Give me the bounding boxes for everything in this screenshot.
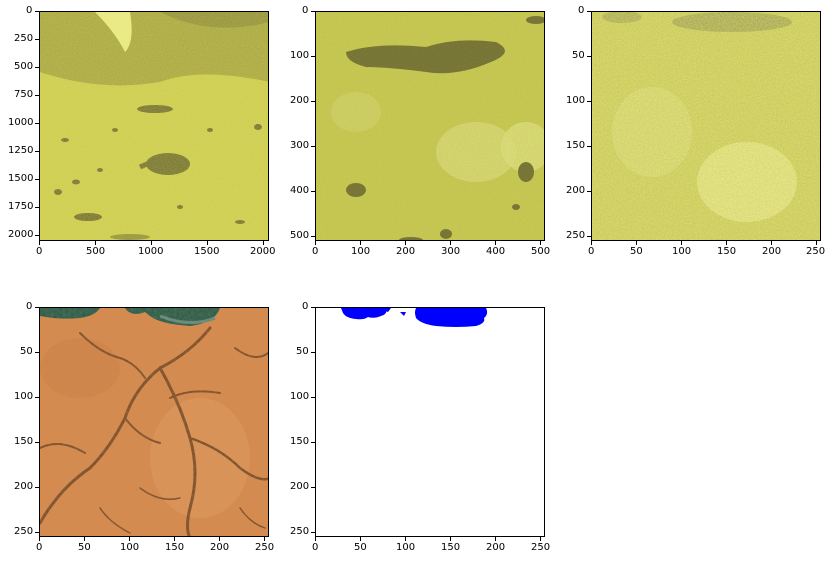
x-tick: 100: [672, 246, 692, 257]
y-tick: 250: [566, 230, 586, 241]
x-tick: 0: [36, 542, 43, 553]
y-tick: 150: [14, 436, 34, 447]
x-tick: 500: [86, 246, 106, 257]
x-tick: 1000: [138, 246, 164, 257]
y-tick: 250: [290, 526, 310, 537]
image-frame: [315, 307, 545, 537]
y-tick: 50: [572, 50, 585, 61]
x-tick: 400: [486, 246, 506, 257]
y-tick: 300: [290, 140, 310, 151]
y-tick: 2000: [8, 229, 34, 240]
y-tick: 100: [14, 391, 34, 402]
y-tick: 200: [290, 481, 310, 492]
x-tick: 250: [806, 246, 826, 257]
sar-image-2048: [40, 12, 268, 240]
y-tick: 400: [290, 185, 310, 196]
x-tick: 150: [441, 542, 461, 553]
y-tick: 50: [20, 346, 33, 357]
x-tick: 50: [78, 542, 91, 553]
y-tick: 500: [290, 230, 310, 241]
y-tick: 750: [14, 89, 34, 100]
x-tick: 2000: [250, 246, 276, 257]
x-tick: 300: [441, 246, 461, 257]
image-frame: [315, 11, 545, 241]
x-tick: 100: [396, 542, 416, 553]
x-tick: 250: [255, 542, 275, 553]
y-tick: 200: [290, 95, 310, 106]
image-frame: [39, 307, 269, 537]
y-tick: 500: [14, 61, 34, 72]
y-tick: 1750: [8, 201, 34, 212]
image-frame: [591, 11, 821, 241]
y-tick: 0: [302, 5, 309, 16]
x-tick: 500: [531, 246, 551, 257]
image-frame: [39, 11, 269, 241]
y-tick: 1000: [8, 117, 34, 128]
y-tick: 200: [14, 481, 34, 492]
y-tick: 150: [290, 436, 310, 447]
y-tick: 50: [296, 346, 309, 357]
x-tick: 50: [630, 246, 643, 257]
y-tick: 150: [566, 140, 586, 151]
sar-image-512: [316, 12, 544, 240]
y-tick: 100: [566, 95, 586, 106]
x-tick: 200: [396, 246, 416, 257]
y-tick: 0: [26, 5, 33, 16]
x-tick: 150: [717, 246, 737, 257]
x-tick: 150: [165, 542, 185, 553]
y-tick: 0: [578, 5, 585, 16]
y-tick: 1250: [8, 145, 34, 156]
x-tick: 100: [351, 246, 371, 257]
y-tick: 100: [290, 50, 310, 61]
x-tick: 200: [486, 542, 506, 553]
x-tick: 250: [531, 542, 551, 553]
x-tick: 200: [762, 246, 782, 257]
optical-image: [40, 308, 268, 536]
x-tick: 0: [312, 246, 319, 257]
x-tick: 0: [588, 246, 595, 257]
y-tick: 1500: [8, 173, 34, 184]
y-tick: 0: [26, 301, 33, 312]
x-tick: 1500: [194, 246, 220, 257]
x-tick: 0: [312, 542, 319, 553]
water-mask-image: [316, 308, 544, 536]
x-tick: 200: [210, 542, 230, 553]
y-tick: 100: [290, 391, 310, 402]
y-tick: 250: [14, 526, 34, 537]
sar-image-256: [592, 12, 820, 240]
x-tick: 0: [36, 246, 43, 257]
y-tick: 250: [14, 33, 34, 44]
y-tick: 200: [566, 185, 586, 196]
y-tick: 0: [302, 301, 309, 312]
x-tick: 100: [120, 542, 140, 553]
x-tick: 50: [354, 542, 367, 553]
